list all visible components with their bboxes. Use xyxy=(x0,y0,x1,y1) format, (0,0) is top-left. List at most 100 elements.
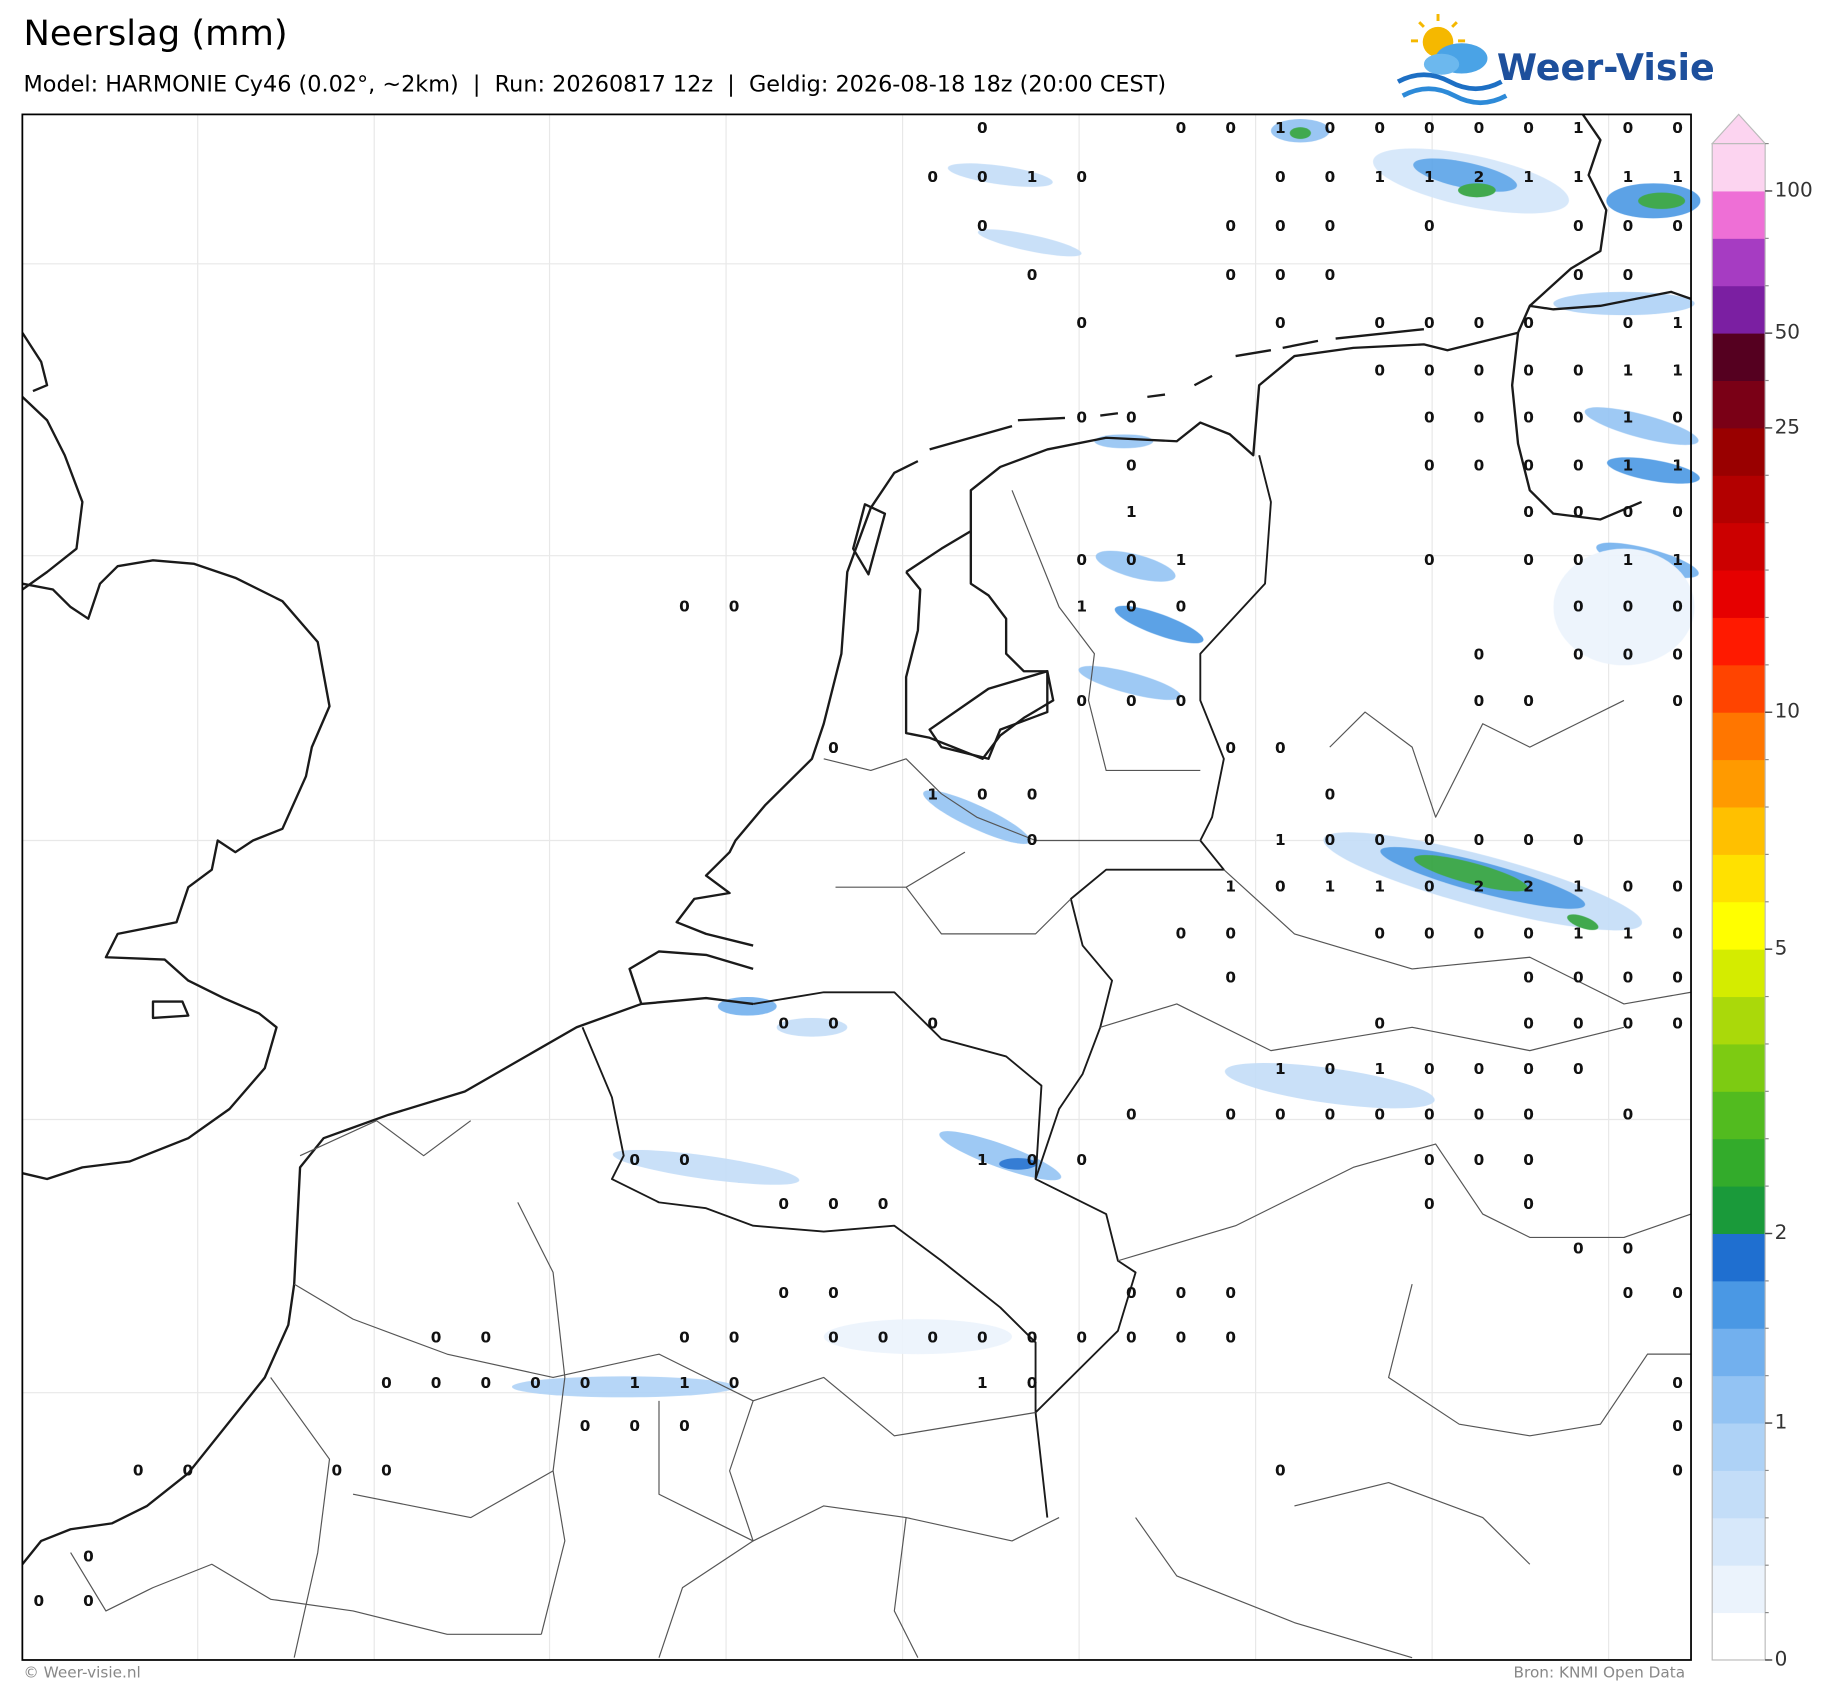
station-value: 0 xyxy=(1573,598,1584,616)
station-value: 1 xyxy=(1275,119,1286,137)
station-value: 0 xyxy=(1275,1461,1286,1479)
colorbar-box xyxy=(1712,949,1766,998)
station-value: 0 xyxy=(1523,456,1534,474)
station-value: 0 xyxy=(34,1592,45,1610)
station-value: 0 xyxy=(580,1417,591,1435)
station-value: 0 xyxy=(1325,1105,1336,1123)
station-value: 1 xyxy=(977,1374,988,1392)
station-value: 0 xyxy=(431,1374,442,1392)
station-value: 0 xyxy=(1474,1151,1485,1169)
station-value: 0 xyxy=(1623,217,1634,235)
station-value: 0 xyxy=(182,1461,193,1479)
colorbar-box xyxy=(1712,617,1766,666)
station-value: 1 xyxy=(1325,878,1336,896)
station-value: 0 xyxy=(1672,1014,1683,1032)
station-value: 0 xyxy=(977,786,988,804)
station-value: 0 xyxy=(878,1195,889,1213)
station-value: 0 xyxy=(679,1417,690,1435)
station-value: 1 xyxy=(1672,551,1683,569)
station-value: 1 xyxy=(679,1374,690,1392)
station-value: 0 xyxy=(1523,551,1534,569)
logo-text: Weer-Visie xyxy=(1497,46,1715,89)
station-value: 0 xyxy=(1176,119,1187,137)
station-value: 0 xyxy=(1523,362,1534,380)
station-value: 0 xyxy=(1672,1374,1683,1392)
station-value: 1 xyxy=(1623,456,1634,474)
station-value: 0 xyxy=(1126,551,1137,569)
station-value: 0 xyxy=(1523,1105,1534,1123)
colorbar-box xyxy=(1712,854,1766,903)
station-value: 1 xyxy=(1672,314,1683,332)
colorbar-box xyxy=(1712,427,1766,476)
colorbar-tick-label: 10 xyxy=(1775,700,1800,723)
colorbar-box xyxy=(1712,143,1766,192)
colorbar-box xyxy=(1712,475,1766,524)
station-value: 1 xyxy=(1523,168,1534,186)
station-value: 0 xyxy=(1474,408,1485,426)
station-value: 0 xyxy=(381,1374,392,1392)
station-value: 0 xyxy=(1672,924,1683,942)
colorbar-box xyxy=(1712,1233,1766,1282)
station-value: 1 xyxy=(1176,551,1187,569)
colorbar-tick-label: 100 xyxy=(1775,179,1813,202)
station-value: 0 xyxy=(1424,456,1435,474)
station-value: 0 xyxy=(1176,598,1187,616)
station-value: 0 xyxy=(1623,598,1634,616)
colorbar-box xyxy=(1712,1138,1766,1187)
station-value: 0 xyxy=(83,1548,94,1566)
station-value: 0 xyxy=(133,1461,144,1479)
station-value: 0 xyxy=(1523,1151,1534,1169)
station-value: 0 xyxy=(1523,831,1534,849)
station-value: 0 xyxy=(1325,786,1336,804)
station-value: 0 xyxy=(828,1014,839,1032)
colorbar-box xyxy=(1712,238,1766,287)
station-value: 1 xyxy=(1275,831,1286,849)
station-value: 0 xyxy=(1325,1060,1336,1078)
station-value: 0 xyxy=(1474,692,1485,710)
logo-sun xyxy=(1410,14,1466,43)
station-value: 0 xyxy=(1225,739,1236,757)
station-value: 0 xyxy=(1424,551,1435,569)
station-value: 0 xyxy=(679,1328,690,1346)
station-value: 0 xyxy=(1225,217,1236,235)
station-value: 0 xyxy=(331,1461,342,1479)
station-value: 0 xyxy=(480,1374,491,1392)
station-value: 0 xyxy=(778,1014,789,1032)
map-frame xyxy=(21,113,1692,1661)
station-value: 1 xyxy=(1573,924,1584,942)
station-value: 0 xyxy=(927,1328,938,1346)
station-value: 0 xyxy=(1672,878,1683,896)
colorbar-tick-label: 25 xyxy=(1775,415,1800,438)
station-value: 0 xyxy=(1027,831,1038,849)
station-value: 0 xyxy=(1523,1014,1534,1032)
station-value: 0 xyxy=(1325,831,1336,849)
station-value: 0 xyxy=(1126,1284,1137,1302)
station-value: 0 xyxy=(1672,645,1683,663)
borders xyxy=(70,455,1692,1659)
station-value: 1 xyxy=(1374,878,1385,896)
station-value: 0 xyxy=(1076,314,1087,332)
station-value: 0 xyxy=(1474,456,1485,474)
station-value: 0 xyxy=(1424,924,1435,942)
station-value: 0 xyxy=(1027,1151,1038,1169)
station-value: 0 xyxy=(1225,1105,1236,1123)
station-value: 0 xyxy=(1573,1014,1584,1032)
station-value: 0 xyxy=(1076,551,1087,569)
station-value: 1 xyxy=(1225,878,1236,896)
station-value: 0 xyxy=(1573,551,1584,569)
station-value: 0 xyxy=(1176,924,1187,942)
station-value: 0 xyxy=(1424,314,1435,332)
station-value: 0 xyxy=(1374,1014,1385,1032)
station-value: 0 xyxy=(1374,1105,1385,1123)
station-value: 0 xyxy=(1623,1105,1634,1123)
station-value: 0 xyxy=(1672,598,1683,616)
station-value: 0 xyxy=(1523,692,1534,710)
station-value: 0 xyxy=(1374,314,1385,332)
station-value: 0 xyxy=(1573,362,1584,380)
station-value: 0 xyxy=(1424,1195,1435,1213)
station-value: 0 xyxy=(1474,645,1485,663)
station-value: 0 xyxy=(1523,1060,1534,1078)
station-value: 1 xyxy=(1672,362,1683,380)
station-value: 0 xyxy=(480,1328,491,1346)
